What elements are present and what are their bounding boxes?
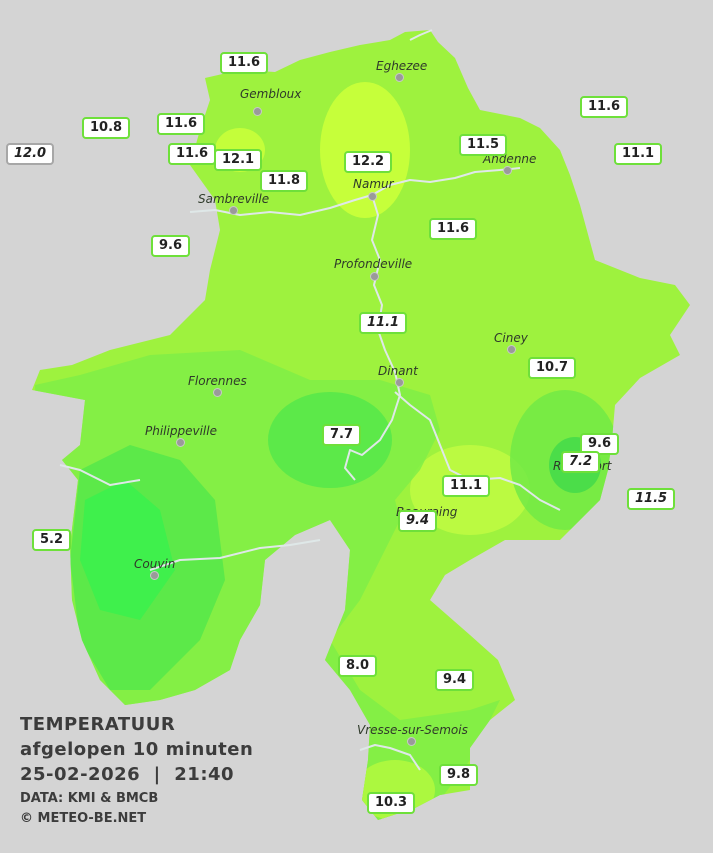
- station-temperature-badge[interactable]: 9.8: [439, 764, 479, 786]
- station-temperature-badge[interactable]: 8.0: [338, 655, 378, 677]
- rivers: [59, 29, 561, 771]
- town-dot: [213, 388, 222, 397]
- station-temperature-badge[interactable]: 7.2: [561, 451, 601, 473]
- town-label: Sambreville: [198, 192, 270, 206]
- station-temperature-badge[interactable]: 11.1: [614, 143, 663, 165]
- station-temperature-badge[interactable]: 5.2: [32, 529, 72, 551]
- town-label: Philippeville: [145, 424, 217, 438]
- station-temperature-badge[interactable]: 12.0: [6, 143, 55, 165]
- station-temperature-badge[interactable]: 11.8: [260, 170, 309, 192]
- map-legend: TEMPERATUUR afgelopen 10 minuten 25-02-2…: [20, 712, 253, 829]
- station-temperature-badge[interactable]: 9.4: [435, 669, 475, 691]
- station-temperature-badge[interactable]: 9.6: [580, 433, 620, 455]
- town-dot: [176, 438, 185, 447]
- town-label: Couvin: [134, 557, 176, 571]
- station-temperature-badge[interactable]: 7.7: [322, 424, 362, 446]
- station-temperature-badge[interactable]: 11.5: [627, 488, 676, 510]
- station-temperature-badge[interactable]: 10.3: [367, 792, 416, 814]
- town-dot: [507, 345, 516, 354]
- station-temperature-badge[interactable]: 11.5: [459, 134, 508, 156]
- station-temperature-badge[interactable]: 11.6: [168, 143, 217, 165]
- station-temperature-badge[interactable]: 11.6: [580, 96, 629, 118]
- legend-subtitle: afgelopen 10 minuten: [20, 739, 254, 760]
- station-temperature-badge[interactable]: 9.4: [398, 510, 438, 532]
- legend-title: TEMPERATUUR: [20, 714, 176, 735]
- town-label: Ciney: [494, 331, 528, 345]
- town-dot: [395, 378, 404, 387]
- station-temperature-badge[interactable]: 11.1: [359, 312, 408, 334]
- station-temperature-badge[interactable]: 11.6: [157, 113, 206, 135]
- town-dot: [368, 192, 377, 201]
- town-label: Namur: [353, 177, 394, 191]
- station-temperature-badge[interactable]: 11.6: [220, 52, 269, 74]
- station-temperature-badge[interactable]: 11.6: [429, 218, 478, 240]
- station-temperature-badge[interactable]: 10.8: [82, 117, 131, 139]
- town-dot: [150, 571, 159, 580]
- legend-datetime: 25-02-2026 | 21:40: [20, 764, 235, 785]
- town-label: Florennes: [188, 374, 247, 388]
- legend-data-source: DATA: KMI & BMCB: [20, 791, 159, 806]
- town-dot: [503, 166, 512, 175]
- station-temperature-badge[interactable]: 12.2: [344, 151, 393, 173]
- town-dot: [253, 107, 262, 116]
- station-temperature-badge[interactable]: 11.1: [442, 475, 491, 497]
- station-temperature-badge[interactable]: 12.1: [214, 149, 263, 171]
- town-label: Gembloux: [240, 87, 302, 101]
- station-temperature-badge[interactable]: 10.7: [528, 357, 577, 379]
- town-label: Vresse-sur-Semois: [357, 723, 468, 737]
- town-dot: [229, 206, 238, 215]
- town-label: Dinant: [378, 364, 418, 378]
- station-temperature-badge[interactable]: 9.6: [151, 235, 191, 257]
- town-dot: [370, 272, 379, 281]
- town-label: Profondeville: [334, 257, 413, 271]
- town-dot: [407, 737, 416, 746]
- town-label: Eghezee: [376, 59, 428, 73]
- town-dot: [395, 73, 404, 82]
- legend-copyright: © METEO-BE.NET: [20, 811, 147, 826]
